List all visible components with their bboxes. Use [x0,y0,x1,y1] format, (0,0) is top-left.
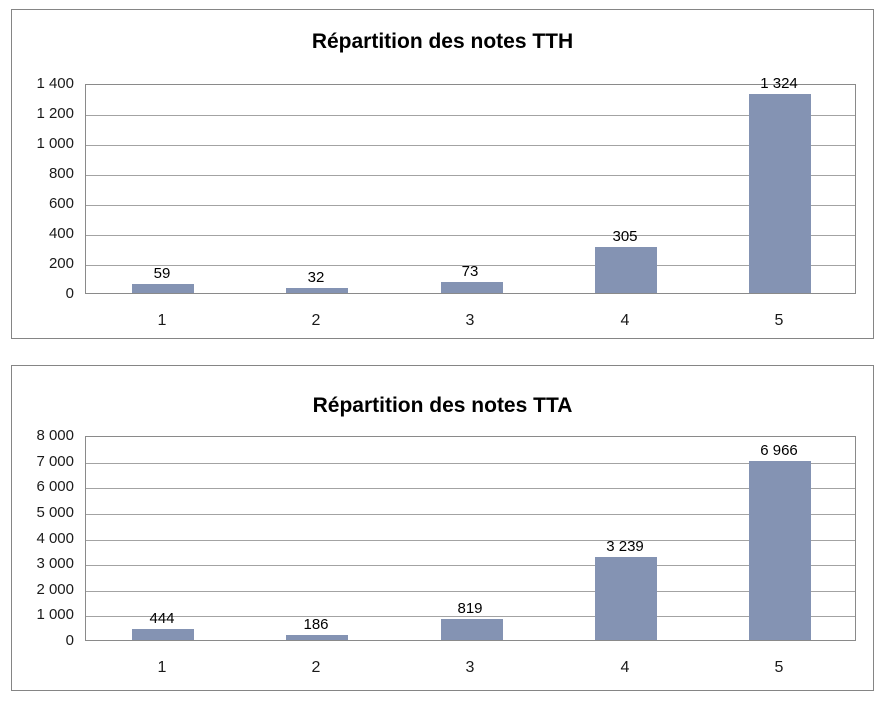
x-axis-category-label: 1 [157,659,167,676]
x-axis-category-label: 3 [465,659,475,676]
chart-panel-tth: Répartition des notes TTH 0 200 400 600 800 1… [11,9,874,339]
x-axis-category-label: 2 [311,659,321,676]
bar-category-4 [595,247,657,293]
gridline [86,265,855,266]
y-axis-tick-label: 8 000 [36,427,74,444]
bar-value-label: 3 239 [606,538,644,555]
gridline [86,235,855,236]
y-axis-tick-label: 7 000 [36,453,74,470]
gridline [86,616,855,617]
bar-value-label: 444 [149,610,175,627]
gridline [86,540,855,541]
gridline [86,175,855,176]
x-axis-category-label: 2 [311,312,321,329]
bar-category-2 [286,288,348,293]
y-axis-tick-label: 0 [65,285,74,302]
bar-category-4 [595,557,657,640]
bar-value-label: 59 [153,265,171,282]
x-axis-category-label: 3 [465,312,475,329]
gridline [86,488,855,489]
bar-value-label: 1 324 [760,75,798,92]
y-axis-tick-label: 5 000 [36,504,74,521]
x-axis-category-label: 5 [774,659,784,676]
gridline [86,145,855,146]
x-axis-category-label: 4 [620,659,630,676]
y-axis-tick-label: 200 [48,255,74,272]
plot-area-tth [85,84,856,294]
y-axis-tick-label: 1 200 [36,105,74,122]
y-axis-tick-label: 400 [48,225,74,242]
gridline [86,205,855,206]
bar-value-label: 32 [307,269,325,286]
bar-value-label: 819 [457,600,483,617]
y-axis-tick-label: 600 [48,195,74,212]
bar-category-5 [749,461,811,640]
chart-panel-tta: Répartition des notes TTA 0 1 000 2 000 3 0… [11,365,874,691]
plot-area-tta [85,436,856,641]
bar-category-1 [132,629,194,640]
bar-category-5 [749,94,811,293]
y-axis-tick-label: 1 000 [36,135,74,152]
bar-value-label: 305 [612,228,638,245]
bar-value-label: 73 [461,263,479,280]
gridline [86,565,855,566]
x-axis-category-label: 1 [157,312,167,329]
x-axis-category-label: 5 [774,312,784,329]
bar-category-2 [286,635,348,640]
y-axis-tick-label: 1 400 [36,75,74,92]
gridline [86,115,855,116]
y-axis-tick-label: 800 [48,165,74,182]
gridline [86,591,855,592]
y-axis-tick-label: 4 000 [36,530,74,547]
chart-title-tth: Répartition des notes TTH [311,30,574,53]
y-axis-tick-label: 2 000 [36,581,74,598]
bar-category-3 [441,619,503,640]
y-axis-tick-label: 1 000 [36,606,74,623]
bar-category-1 [132,284,194,293]
x-axis-category-label: 4 [620,312,630,329]
y-axis-tick-label: 6 000 [36,478,74,495]
bar-value-label: 6 966 [760,442,798,459]
y-axis-tick-label: 3 000 [36,555,74,572]
chart-title-tta: Répartition des notes TTA [312,394,573,417]
gridline [86,463,855,464]
bar-category-3 [441,282,503,293]
y-axis-tick-label: 0 [65,632,74,649]
bar-value-label: 186 [303,616,329,633]
gridline [86,514,855,515]
